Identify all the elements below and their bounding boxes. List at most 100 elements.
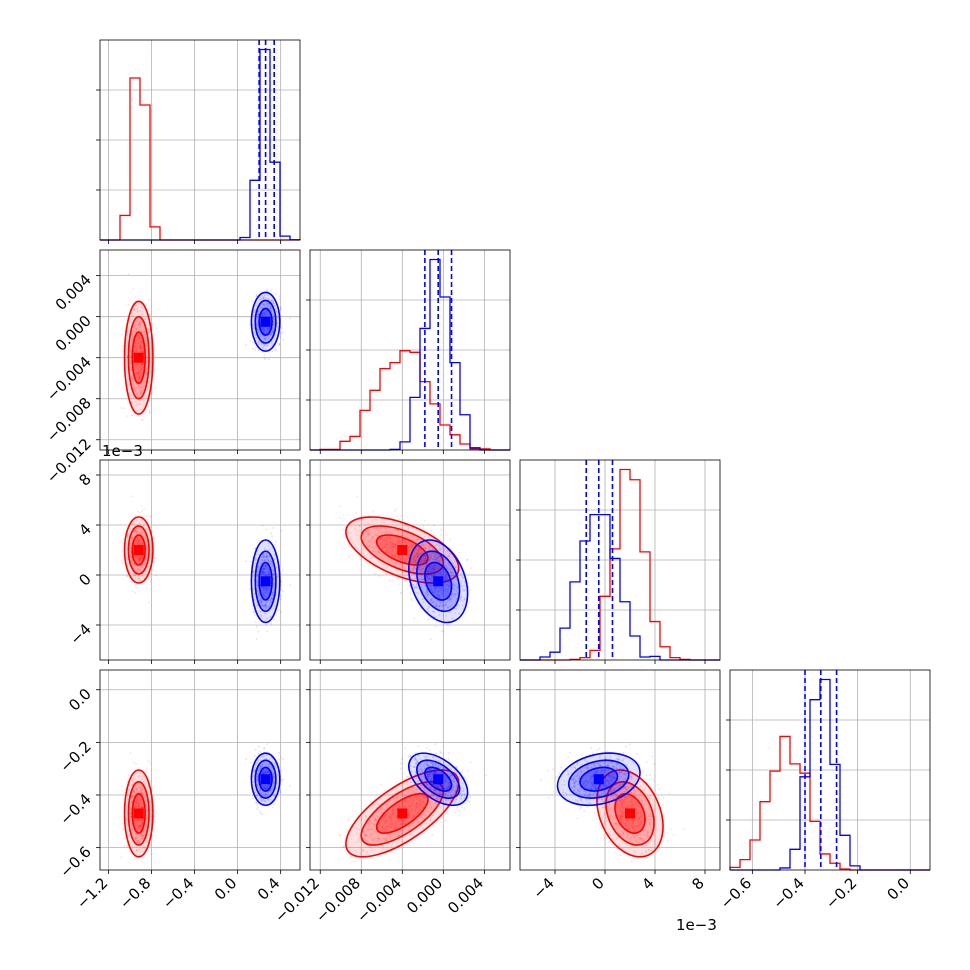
scatter-point xyxy=(265,589,268,592)
scatter-point xyxy=(256,579,258,582)
scatter-point xyxy=(131,315,134,318)
scatter-point xyxy=(394,544,397,547)
scatter-point xyxy=(136,527,138,530)
scatter-point xyxy=(120,785,123,788)
scatter-point xyxy=(138,323,140,326)
scatter-point xyxy=(139,557,142,560)
scatter-point xyxy=(265,574,267,577)
scatter-point xyxy=(262,588,265,591)
scatter-point xyxy=(272,577,275,580)
scatter-point xyxy=(149,371,151,374)
scatter-point xyxy=(142,399,145,402)
scatter-point xyxy=(268,586,271,588)
scatter-point xyxy=(434,625,437,628)
scatter-point xyxy=(253,599,256,601)
scatter-point xyxy=(141,398,144,401)
scatter-point xyxy=(257,752,260,755)
scatter-point xyxy=(262,593,264,595)
scatter-point xyxy=(134,322,137,325)
scatter-point xyxy=(136,557,138,560)
scatter-point xyxy=(147,327,150,330)
scatter-point xyxy=(252,575,255,578)
scatter-point xyxy=(153,378,155,381)
scatter-point xyxy=(395,546,398,549)
scatter-point xyxy=(427,577,430,580)
scatter-point xyxy=(264,337,267,339)
scatter-point xyxy=(415,528,417,531)
scatter-point xyxy=(135,519,138,522)
scatter-point xyxy=(140,560,143,563)
scatter-point xyxy=(153,385,156,388)
scatter-point xyxy=(137,577,140,580)
scatter-point xyxy=(366,534,369,537)
scatter-point xyxy=(440,533,443,536)
scatter-point xyxy=(268,313,271,316)
scatter-point xyxy=(354,527,357,530)
scatter-point xyxy=(131,383,134,386)
scatter-point xyxy=(409,592,412,595)
scatter-point xyxy=(251,324,254,327)
scatter-point xyxy=(137,530,139,533)
scatter-point xyxy=(280,529,283,532)
x-tick-label: 0.0 xyxy=(883,874,913,904)
scatter-point xyxy=(137,531,140,533)
scatter-point xyxy=(279,598,282,601)
scatter-point xyxy=(282,758,285,760)
scatter-point xyxy=(134,364,137,367)
scatter-point xyxy=(129,555,132,558)
scatter-point xyxy=(262,594,265,597)
scatter-point xyxy=(272,593,274,596)
scatter-point xyxy=(130,560,133,562)
scatter-point xyxy=(133,308,136,311)
scatter-point xyxy=(266,555,269,558)
scatter-point xyxy=(446,623,449,626)
scatter-point xyxy=(140,377,142,379)
scatter-point xyxy=(137,536,140,539)
scatter-point xyxy=(264,312,266,315)
scatter-point xyxy=(426,570,429,573)
scatter-point xyxy=(412,557,415,560)
scatter-point xyxy=(406,574,409,577)
scatter-point xyxy=(123,407,125,410)
scatter-point xyxy=(267,574,270,576)
scatter-point xyxy=(410,541,413,543)
scatter-point xyxy=(144,534,147,537)
scatter-point xyxy=(139,337,141,340)
scatter-point xyxy=(264,326,266,329)
scatter-point xyxy=(135,533,138,535)
scatter-point xyxy=(268,303,271,306)
scatter-point xyxy=(430,556,433,558)
scatter-point xyxy=(141,348,144,351)
scatter-point xyxy=(269,563,272,565)
scatter-point xyxy=(404,574,406,577)
scatter-point xyxy=(372,510,375,513)
panel-content xyxy=(310,460,510,660)
scatter-point xyxy=(271,535,273,538)
scatter-point xyxy=(137,539,140,542)
scatter-point xyxy=(420,551,423,554)
scatter-point xyxy=(273,605,276,607)
scatter-point xyxy=(265,566,267,569)
scatter-point xyxy=(145,767,148,770)
scatter-point xyxy=(134,346,137,349)
scatter-point xyxy=(138,560,141,562)
scatter-point xyxy=(261,557,264,560)
scatter-point xyxy=(140,392,142,395)
scatter-point xyxy=(272,569,275,572)
scatter-point xyxy=(363,555,366,558)
scatter-point xyxy=(135,387,138,389)
scatter-point xyxy=(153,537,155,539)
scatter-point xyxy=(449,570,452,573)
scatter-point xyxy=(135,321,138,323)
scatter-point xyxy=(434,564,437,567)
scatter-point xyxy=(142,556,144,559)
scatter-point xyxy=(268,572,271,575)
scatter-point xyxy=(271,344,274,347)
scatter-point xyxy=(148,314,151,317)
scatter-point xyxy=(268,555,270,558)
scatter-point xyxy=(259,597,262,600)
scatter-point xyxy=(270,560,273,563)
scatter-point xyxy=(260,598,263,601)
scatter-point xyxy=(280,780,283,783)
scatter-point xyxy=(278,344,281,347)
